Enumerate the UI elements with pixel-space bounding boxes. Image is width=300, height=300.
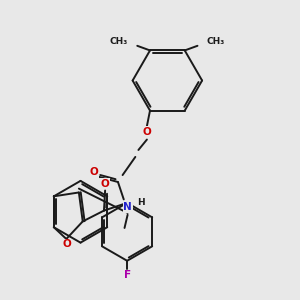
Text: H: H bbox=[137, 198, 145, 207]
Text: N: N bbox=[123, 202, 132, 212]
Text: O: O bbox=[101, 178, 110, 189]
Text: CH₃: CH₃ bbox=[110, 37, 128, 46]
Text: F: F bbox=[124, 271, 131, 281]
Text: O: O bbox=[142, 127, 151, 137]
Text: CH₃: CH₃ bbox=[207, 37, 225, 46]
Text: O: O bbox=[89, 167, 98, 177]
Text: O: O bbox=[63, 239, 71, 249]
